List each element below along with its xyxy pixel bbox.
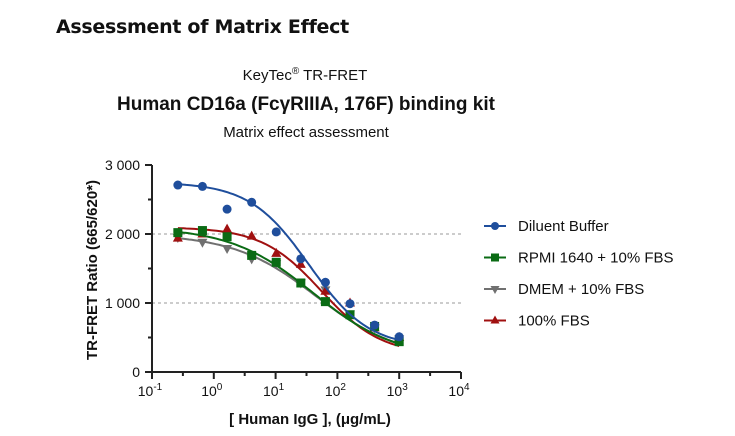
data-point-triangle-down xyxy=(490,286,500,294)
x-tick-label: 103 xyxy=(387,382,409,399)
y-tick-label: 0 xyxy=(132,364,140,380)
data-point-square xyxy=(197,226,207,236)
chart-brand-title: KeyTec® TR-FRET xyxy=(243,66,368,84)
data-point-square xyxy=(271,257,281,267)
data-point-triangle-down xyxy=(222,244,233,254)
legend-item: DMEM + 10% FBS xyxy=(484,281,644,298)
fit-curve xyxy=(177,237,400,345)
data-point-triangle-up xyxy=(490,315,500,324)
data-point-square xyxy=(320,297,330,307)
data-point-circle xyxy=(222,204,232,214)
fit-curve xyxy=(177,230,400,345)
series-diluent-buffer xyxy=(173,180,404,342)
legend-item: RPMI 1640 + 10% FBS xyxy=(484,250,674,267)
x-axis-label: [ Human IgG ], (μg/mL) xyxy=(229,411,391,428)
x-tick-label: 101 xyxy=(263,382,285,399)
data-point-circle xyxy=(370,320,380,330)
data-point-triangle-down xyxy=(197,238,208,248)
data-point-circle xyxy=(271,227,281,237)
legend-label: DMEM + 10% FBS xyxy=(518,281,644,298)
section-heading: Assessment of Matrix Effect xyxy=(56,16,349,38)
legend-label: Diluent Buffer xyxy=(518,218,609,235)
data-point-square xyxy=(173,228,183,238)
y-tick-label: 2 000 xyxy=(105,226,140,242)
data-point-circle xyxy=(173,180,183,190)
x-tick-label: 104 xyxy=(448,382,470,399)
data-point-circle xyxy=(296,254,306,264)
data-point-square xyxy=(394,337,404,347)
data-point-square xyxy=(247,250,257,260)
data-point-triangle-up xyxy=(246,230,257,240)
legend-item: Diluent Buffer xyxy=(484,218,609,235)
x-tick-label: 100 xyxy=(201,382,223,399)
data-point-triangle-up xyxy=(271,247,282,257)
fit-curve xyxy=(177,183,400,342)
legend-item: 100% FBS xyxy=(484,313,590,330)
chart-title: Human CD16a (FcγRIIIA, 176F) binding kit xyxy=(117,94,496,115)
data-point-triangle-up xyxy=(295,258,306,268)
data-point-triangle-up xyxy=(172,232,183,242)
legend: Diluent Buffer RPMI 1640 + 10% FBS DMEM + … xyxy=(484,218,674,330)
data-point-circle xyxy=(394,332,404,342)
data-point-circle xyxy=(345,299,355,309)
legend-label: RPMI 1640 + 10% FBS xyxy=(518,250,674,267)
y-tick-label: 1 000 xyxy=(105,295,140,311)
y-tick-label: 3 000 xyxy=(105,157,140,173)
y-axis-label: TR-FRET Ratio (665/620*) xyxy=(84,180,101,360)
data-point-square xyxy=(491,253,499,262)
data-point-triangle-up xyxy=(222,223,233,233)
chart-subtitle: Matrix effect assessment xyxy=(223,124,389,141)
legend-label: 100% FBS xyxy=(518,313,590,330)
data-point-square xyxy=(222,232,232,242)
data-point-triangle-up xyxy=(320,285,331,295)
data-point-circle xyxy=(247,197,257,207)
fit-curve xyxy=(177,227,400,347)
x-tick-label: 10-1 xyxy=(138,382,163,399)
data-point-square xyxy=(296,278,306,288)
data-point-circle xyxy=(491,222,499,230)
data-point-circle xyxy=(320,277,330,287)
x-tick-label: 102 xyxy=(325,382,347,399)
data-point-circle xyxy=(197,181,207,191)
